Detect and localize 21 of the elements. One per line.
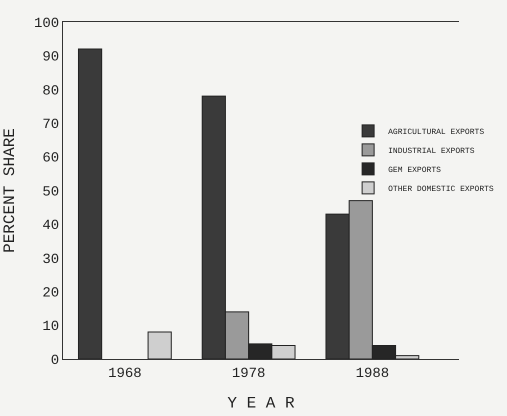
legend-label: GEM EXPORTS <box>388 166 442 175</box>
legend-label: OTHER DOMESTIC EXPORTS <box>388 184 494 194</box>
y-tick-label: 0 <box>50 352 60 369</box>
y-tick-label: 60 <box>42 150 60 167</box>
y-tick-label: 70 <box>42 117 60 133</box>
y-tick-label: 10 <box>42 319 60 336</box>
y-tick-label: 30 <box>42 252 60 268</box>
y-tick-label: 40 <box>42 218 60 234</box>
bar <box>148 332 172 359</box>
y-tick-label: 50 <box>42 184 60 200</box>
x-tick-label: 1978 <box>232 366 266 382</box>
y-axis-title: PERCENT SHARE <box>0 128 19 253</box>
legend-label: INDUSTRIAL EXPORTS <box>388 146 475 156</box>
x-axis-title: Y E A R <box>227 394 295 412</box>
y-tick-label: 100 <box>34 16 60 32</box>
legend-label: AGRICULTURAL EXPORTS <box>388 128 484 137</box>
y-tick-label: 90 <box>42 50 60 66</box>
x-tick-label: 1968 <box>108 366 142 382</box>
y-tick-label: 80 <box>42 83 60 100</box>
x-tick-label: 1988 <box>356 366 390 382</box>
y-tick-label: 20 <box>42 286 60 302</box>
